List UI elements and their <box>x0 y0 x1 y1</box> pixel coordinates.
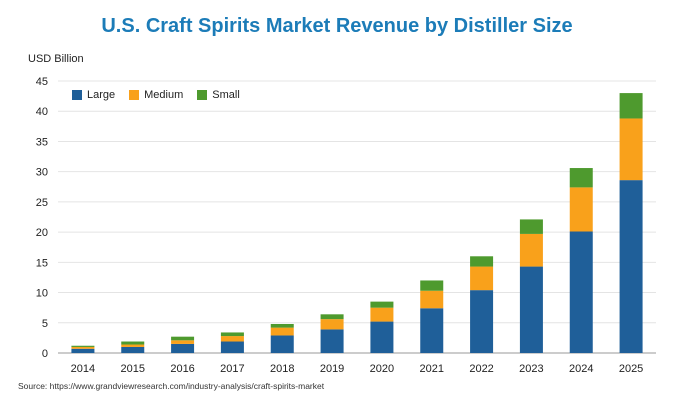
chart-title: U.S. Craft Spirits Market Revenue by Dis… <box>101 15 573 37</box>
x-tick-label: 2025 <box>619 363 643 375</box>
bar-segment-small-2020 <box>370 301 394 308</box>
bar-segment-large-2023 <box>519 266 543 353</box>
bar-segment-medium-2020 <box>370 307 394 322</box>
bar-segment-large-2020 <box>370 321 394 353</box>
y-axis-ticks: 0 5 10 15 20 25 30 35 40 45 <box>36 76 48 360</box>
legend-item-medium: Medium <box>129 89 183 101</box>
bar-segment-large-2019 <box>320 329 344 353</box>
bars <box>71 93 643 353</box>
legend-label: Small <box>212 89 240 101</box>
bar-segment-large-2024 <box>569 231 593 353</box>
bar-segment-small-2021 <box>420 280 444 291</box>
y-tick-label: 35 <box>36 136 48 148</box>
bar-segment-medium-2016 <box>171 340 195 344</box>
bar-segment-medium-2023 <box>519 233 543 267</box>
legend: Large Medium Small <box>72 89 240 101</box>
bar-segment-large-2014 <box>71 348 95 353</box>
x-tick-label: 2020 <box>370 363 394 375</box>
bar-segment-medium-2014 <box>71 346 95 349</box>
bar-segment-small-2018 <box>270 323 294 328</box>
bar-segment-small-2025 <box>619 93 643 119</box>
bar-segment-large-2025 <box>619 180 643 353</box>
bar-segment-medium-2024 <box>569 187 593 232</box>
y-tick-label: 15 <box>36 257 48 269</box>
bar-segment-large-2015 <box>121 346 145 353</box>
bar-segment-medium-2018 <box>270 327 294 336</box>
x-tick-label: 2015 <box>121 363 145 375</box>
bar-segment-large-2018 <box>270 335 294 353</box>
bar-segment-small-2014 <box>71 345 95 347</box>
y-tick-label: 30 <box>36 167 48 179</box>
x-tick-label: 2016 <box>170 363 194 375</box>
source-note: Source: https://www.grandviewresearch.co… <box>18 381 325 391</box>
bar-segment-medium-2021 <box>420 290 444 309</box>
y-tick-label: 10 <box>36 288 48 300</box>
x-axis-ticks: 2014 2015 2016 2017 2018 2019 2020 2021 2022 2023… <box>71 363 644 375</box>
x-tick-label: 2017 <box>220 363 244 375</box>
bar-segment-small-2019 <box>320 314 344 320</box>
bar-segment-small-2022 <box>470 256 494 267</box>
legend-swatch <box>129 90 140 100</box>
legend-label: Large <box>87 89 116 101</box>
bar-segment-small-2023 <box>519 219 543 234</box>
x-tick-label: 2021 <box>420 363 444 375</box>
bar-segment-large-2022 <box>470 290 494 353</box>
y-tick-label: 0 <box>42 348 48 360</box>
y-tick-label: 20 <box>36 227 48 239</box>
x-tick-label: 2019 <box>320 363 344 375</box>
x-tick-label: 2022 <box>469 363 493 375</box>
legend-swatch <box>72 90 82 100</box>
x-tick-label: 2014 <box>71 363 95 375</box>
bar-segment-medium-2025 <box>619 118 643 181</box>
bar-segment-large-2016 <box>171 343 195 353</box>
legend-item-large: Large <box>72 89 115 101</box>
x-tick-label: 2024 <box>569 363 593 375</box>
y-tick-label: 25 <box>36 197 48 209</box>
legend-label: Medium <box>144 89 184 101</box>
bar-segment-medium-2019 <box>320 319 344 330</box>
bar-segment-medium-2017 <box>220 336 244 342</box>
x-tick-label: 2018 <box>270 363 294 375</box>
y-tick-label: 45 <box>36 76 48 88</box>
y-tick-label: 40 <box>36 106 48 118</box>
y-tick-label: 5 <box>42 318 48 330</box>
bar-segment-small-2024 <box>569 168 593 188</box>
legend-swatch <box>197 90 208 100</box>
bar-segment-medium-2015 <box>121 344 145 347</box>
x-tick-label: 2023 <box>519 363 543 375</box>
y-axis-unit-label: USD Billion <box>28 53 84 65</box>
bar-segment-large-2021 <box>420 308 444 353</box>
bar-segment-medium-2022 <box>470 266 494 291</box>
bar-segment-small-2015 <box>121 341 145 345</box>
bar-segment-small-2016 <box>171 336 195 341</box>
gridlines <box>58 80 656 354</box>
bar-segment-small-2017 <box>220 332 244 337</box>
legend-item-small: Small <box>197 89 240 101</box>
bar-segment-large-2017 <box>220 341 244 353</box>
